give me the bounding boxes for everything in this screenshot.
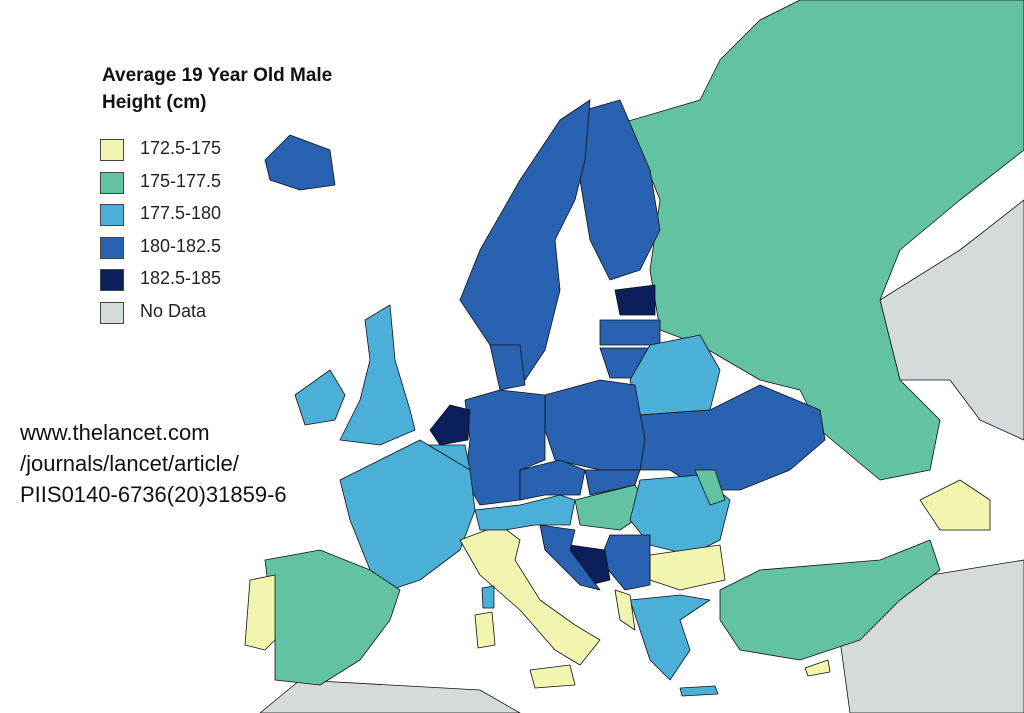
- region: [474, 494, 576, 531]
- legend-swatch: [100, 301, 124, 324]
- region: [614, 589, 636, 631]
- legend-swatch: [100, 269, 124, 291]
- region: [429, 404, 471, 446]
- region: [679, 685, 719, 697]
- region: [649, 544, 726, 591]
- region: [481, 585, 495, 609]
- legend-swatch: [100, 139, 124, 161]
- legend-label: 177.5-180: [140, 203, 222, 223]
- source-line: www.thelancet.com: [20, 420, 210, 445]
- region: [264, 134, 336, 191]
- legend-title: Average 19 Year Old Male Height (cm): [102, 65, 333, 113]
- region: [719, 539, 941, 661]
- region: [614, 0, 1024, 481]
- legend-label: 172.5-175: [140, 138, 222, 158]
- region: [919, 479, 991, 531]
- region: [804, 659, 831, 677]
- region: [879, 199, 1024, 441]
- region: [459, 524, 601, 666]
- legend-label: 175-177.5: [140, 170, 222, 191]
- source-line: /journals/lancet/article/: [20, 451, 239, 476]
- legend-swatch: [100, 204, 124, 226]
- region: [519, 459, 586, 501]
- source-line: PIIS0140-6736(20)31859-6: [20, 482, 287, 507]
- region: [599, 319, 661, 346]
- region: [489, 344, 526, 391]
- legend-swatch: [100, 236, 124, 259]
- region: [294, 369, 346, 426]
- region: [629, 594, 711, 681]
- region: [459, 99, 591, 381]
- region: [539, 524, 601, 591]
- legend-label: 180-182.5: [140, 235, 222, 256]
- region: [614, 284, 656, 316]
- region: [264, 549, 401, 686]
- region: [259, 679, 521, 713]
- region: [639, 384, 826, 491]
- region: [244, 574, 276, 651]
- region: [339, 304, 416, 446]
- region: [474, 611, 496, 649]
- region: [529, 664, 576, 689]
- region: [579, 99, 661, 281]
- region: [544, 379, 646, 471]
- region: [694, 469, 726, 506]
- legend-label: 182.5-185: [140, 268, 222, 288]
- region: [629, 334, 721, 416]
- legend-label: No Data: [140, 300, 207, 321]
- legend-swatch: [100, 171, 124, 194]
- region: [339, 439, 476, 591]
- region: [599, 534, 651, 591]
